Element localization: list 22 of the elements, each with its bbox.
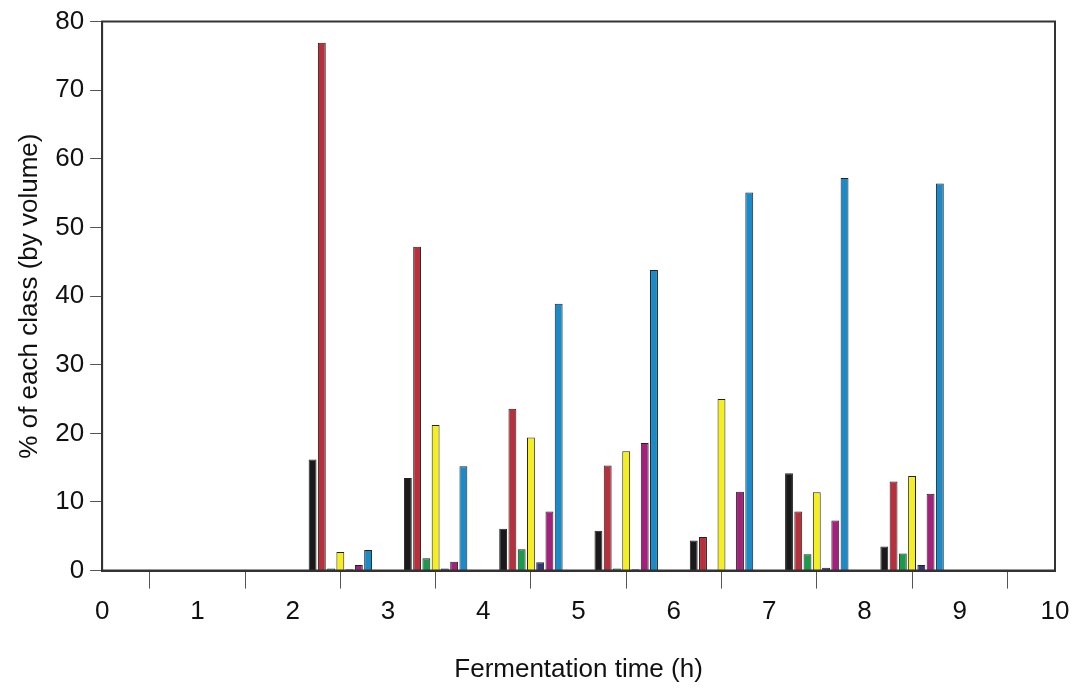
- y-tick-label: 30: [55, 347, 85, 378]
- x-axis-title: Fermentation time (h): [454, 652, 703, 683]
- y-tick-label: 80: [55, 4, 85, 35]
- x-tick-label: 9: [952, 595, 967, 626]
- x-tick-label: 7: [761, 595, 777, 626]
- y-tick-label: 10: [55, 485, 85, 516]
- x-tick-label: 8: [857, 595, 872, 626]
- y-tick-label: 60: [55, 142, 85, 173]
- x-tick-label: 3: [380, 595, 396, 626]
- x-tick-label: 4: [476, 595, 491, 626]
- y-tick-label: 70: [55, 73, 85, 104]
- x-tick-label: 2: [285, 595, 300, 626]
- x-tick-label: 0: [94, 595, 110, 626]
- x-tick-label: 1: [190, 595, 205, 626]
- x-tick-label: 6: [666, 595, 682, 626]
- x-tick-label: 10: [1040, 595, 1070, 626]
- y-tick-label: 0: [69, 553, 85, 584]
- y-tick-label: 50: [55, 210, 85, 241]
- y-axis-title: % of each class (by volume): [12, 133, 43, 459]
- y-tick-label: 20: [55, 416, 85, 447]
- x-tick-label: 5: [571, 595, 586, 626]
- y-tick-label: 40: [55, 279, 85, 310]
